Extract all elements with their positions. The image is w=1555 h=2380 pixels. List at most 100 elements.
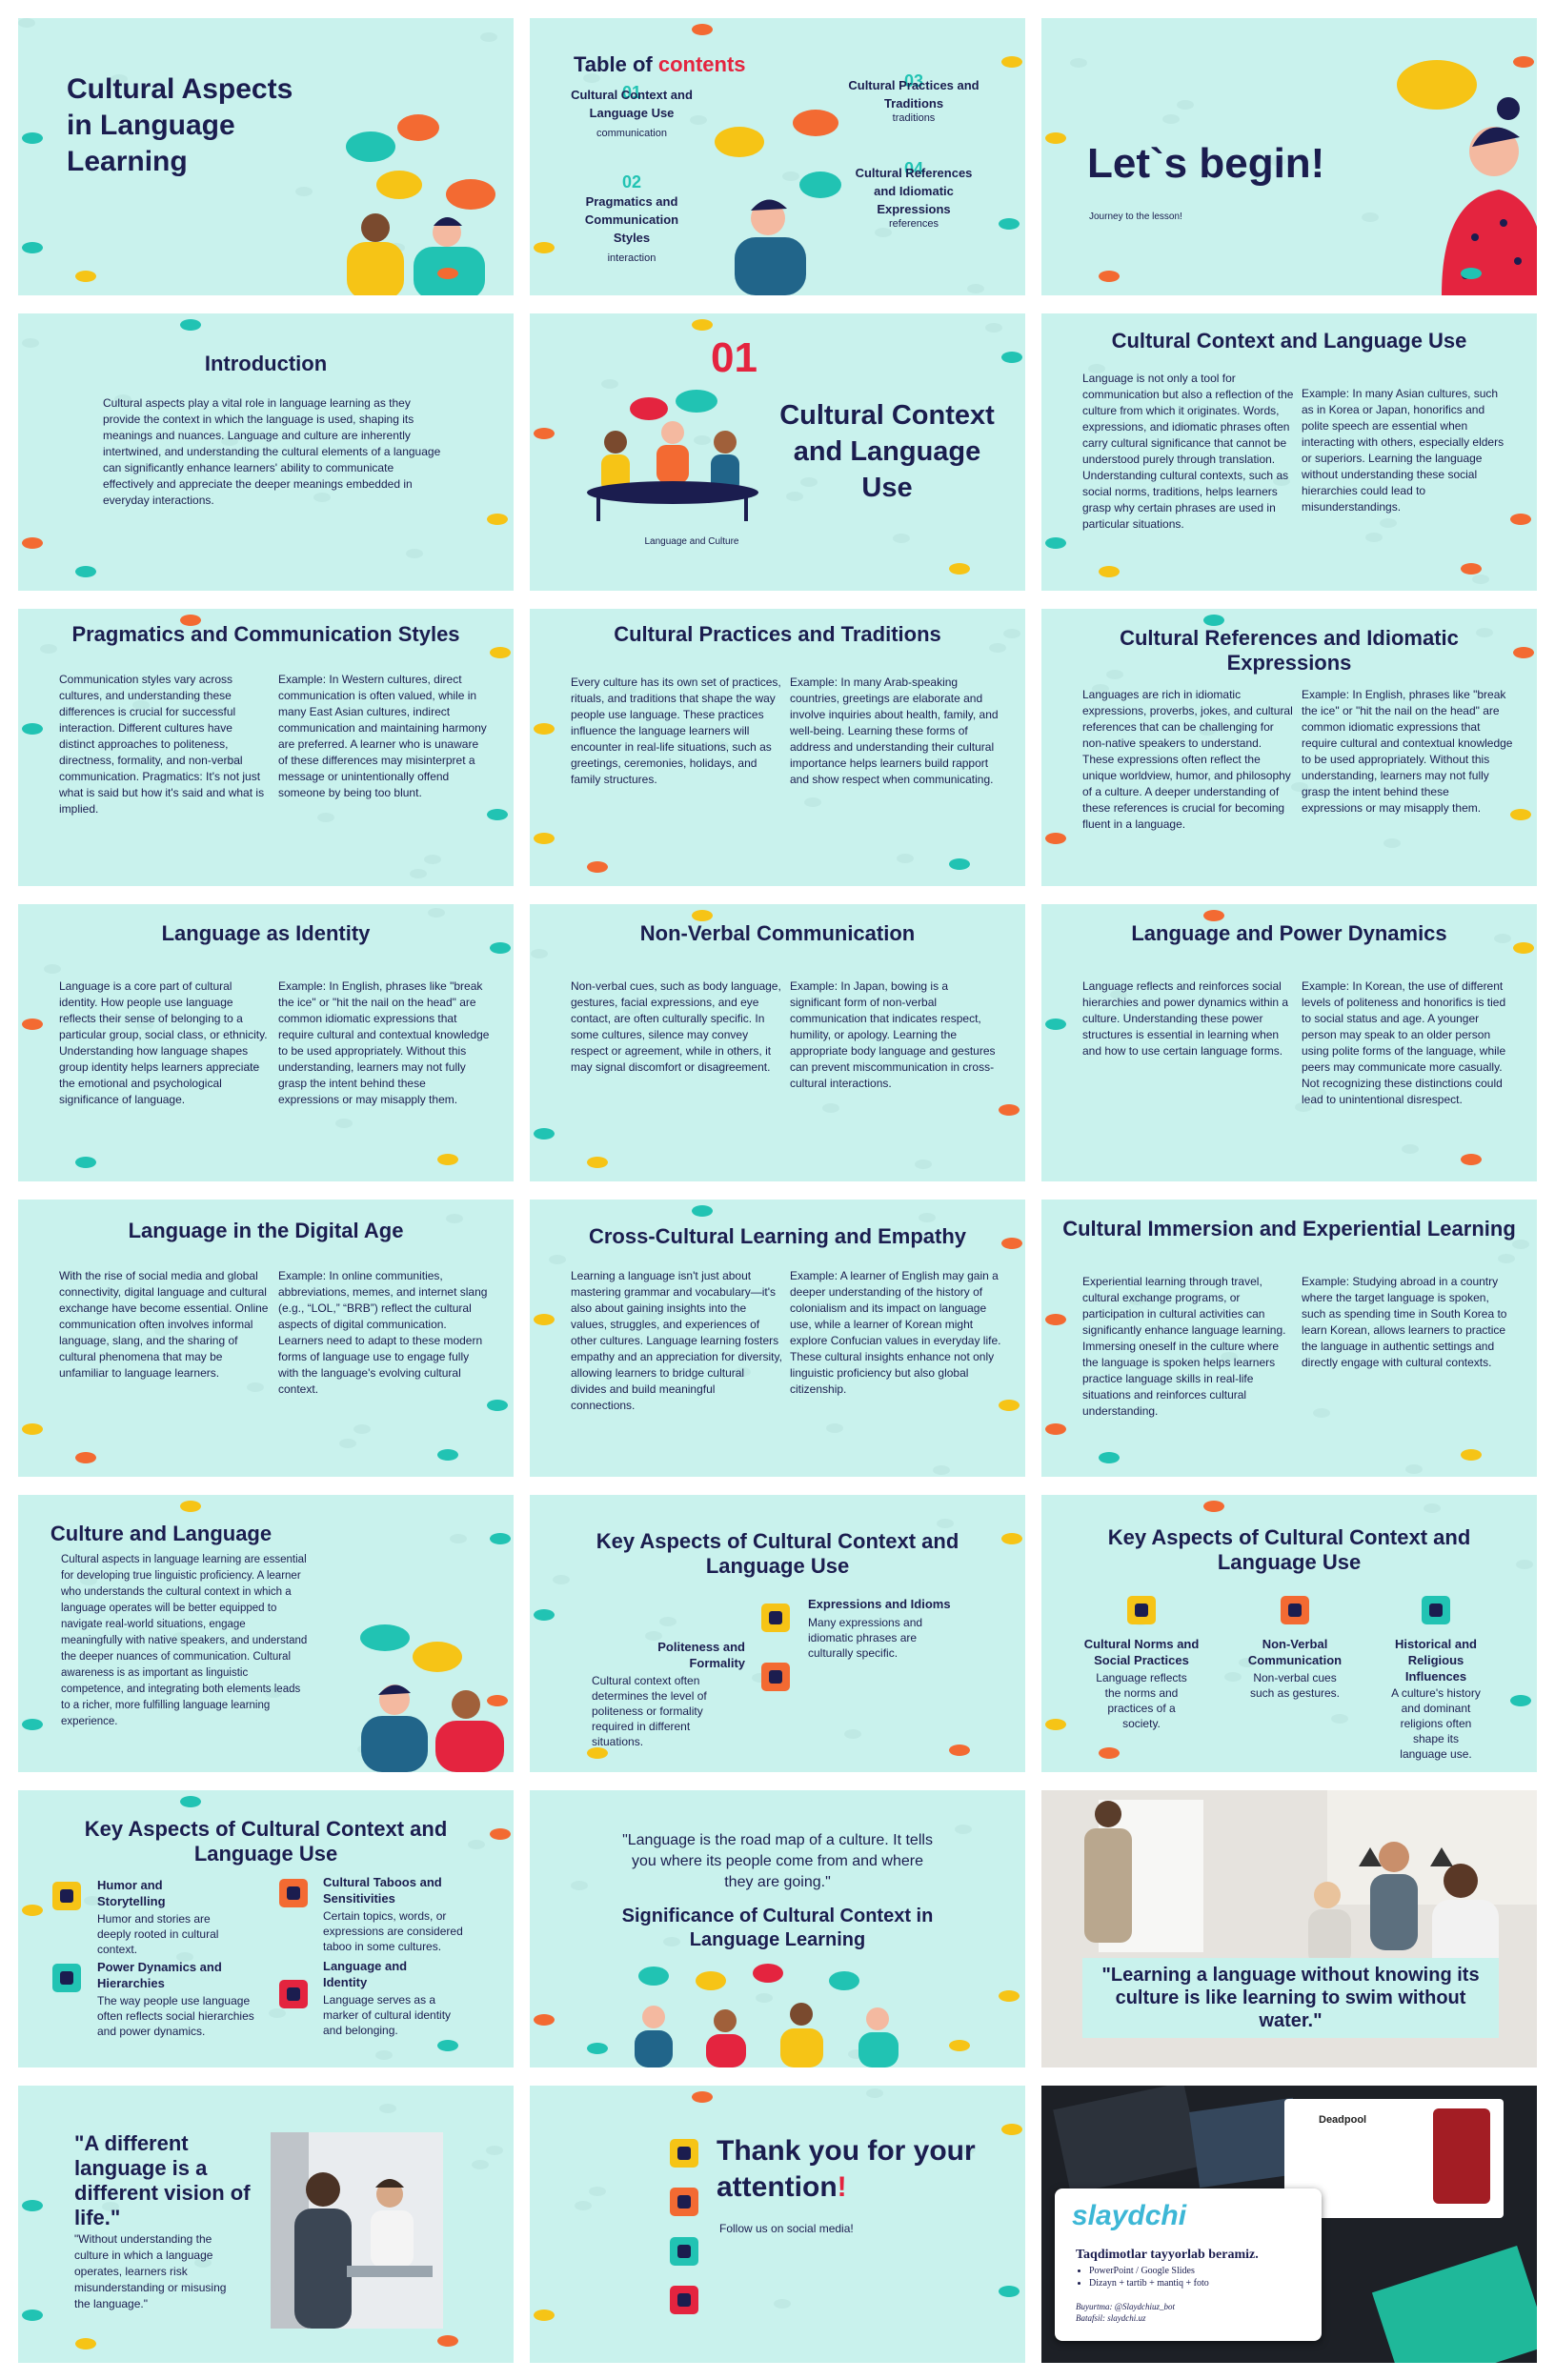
speech-bubble: [1203, 1501, 1224, 1512]
title: Cultural Practices and Traditions: [614, 622, 941, 646]
item-text: The way people use language often reflec…: [97, 1994, 254, 2038]
pattern: [1092, 684, 1109, 694]
pattern: [756, 1993, 773, 2003]
speech-bubble: [22, 537, 43, 549]
speech-bubble: [22, 1019, 43, 1030]
decoration: [1327, 1790, 1537, 1905]
pattern: [933, 1465, 950, 1475]
illustration: [1397, 60, 1537, 295]
decoration: [1308, 1909, 1351, 1967]
speech-bubble: [587, 861, 608, 873]
speech-bubble: [534, 242, 555, 253]
pattern: [641, 1311, 658, 1321]
toc-item: 04 Cultural References and Idiomatic Exp…: [847, 159, 980, 230]
decoration: [735, 237, 806, 295]
pattern: [1224, 1672, 1242, 1682]
icon-social[interactable]: [670, 2139, 698, 2168]
example: Example: In Korean, the use of different…: [1302, 979, 1506, 1106]
pattern: [424, 855, 441, 864]
decoration: [715, 127, 764, 157]
speech-bubble: [587, 1157, 608, 1168]
title: Language and Power Dynamics: [1131, 921, 1447, 945]
speech-bubble: [22, 242, 43, 253]
contact: Buyurtma: @Slaydchiuz_bot: [1076, 2302, 1176, 2311]
slide-two-column: Cultural Context and Language Use Langua…: [1041, 313, 1537, 591]
speech-bubble: [999, 2286, 1020, 2297]
speech-bubble: [487, 1695, 508, 1706]
toc-number: 04: [903, 159, 924, 178]
decoration: [1084, 1828, 1132, 1943]
decoration: [596, 494, 600, 521]
pattern: [1494, 934, 1511, 943]
decoration: [744, 494, 748, 521]
pattern: [1498, 1254, 1515, 1263]
paragraph: Experiential learning through travel, cu…: [1082, 1275, 1286, 1418]
speech-bubble: [1045, 833, 1066, 844]
speech-bubble: [1045, 1719, 1066, 1730]
title: Cultural References and Idiomatic Expres…: [1120, 626, 1459, 675]
speech-bubble: [180, 1796, 201, 1807]
toc-number: 02: [621, 172, 642, 192]
speech-bubble: [1001, 2124, 1022, 2135]
icon: [279, 1980, 308, 2008]
decoration: [60, 1889, 73, 1903]
toc-number: 01: [621, 83, 642, 102]
paragraph: Learning a language isn't just about mas…: [571, 1269, 782, 1412]
pattern: [601, 379, 618, 389]
example: Example: In Western cultures, direct com…: [278, 673, 487, 799]
icon: [279, 1879, 308, 1907]
pattern: [207, 451, 224, 460]
pattern: [955, 1825, 972, 1834]
icon: [1422, 1596, 1450, 1624]
icon-social[interactable]: [670, 2237, 698, 2266]
paragraph: Every culture has its own set of practic…: [571, 676, 781, 786]
decoration: [1095, 1801, 1121, 1827]
pattern: [317, 813, 334, 822]
decoration: [306, 2172, 340, 2207]
pattern: [339, 1439, 356, 1448]
decoration: [1500, 219, 1507, 227]
paragraph: Cultural aspects in language learning ar…: [61, 1554, 308, 1727]
slide-key-aspects: Key Aspects of Cultural Context and Lang…: [1041, 1495, 1537, 1772]
paragraph: Communication styles vary across culture…: [59, 673, 265, 816]
mockup: [1053, 2086, 1202, 2194]
pattern: [985, 323, 1002, 333]
decoration: [799, 171, 841, 198]
pattern: [915, 1160, 932, 1169]
speech-bubble: [1045, 132, 1066, 144]
decoration: [1429, 1603, 1443, 1617]
speech-bubble: [999, 1990, 1020, 2002]
pattern: [897, 854, 914, 863]
icon: [761, 1663, 790, 1691]
contact: Batafsil: slaydchi.uz: [1076, 2313, 1146, 2323]
title: Cultural Immersion and Experiential Lear…: [1062, 1217, 1516, 1240]
decoration: [361, 1716, 428, 1772]
slide-two-column: Cultural Practices and Traditions Every …: [530, 609, 1025, 886]
speech-bubble: [692, 910, 713, 921]
decoration: [446, 179, 495, 210]
icon-social[interactable]: [670, 2286, 698, 2314]
pattern: [1110, 990, 1127, 999]
pattern: [62, 1270, 79, 1280]
decoration: [635, 2030, 673, 2067]
decoration: [751, 199, 787, 211]
speech-bubble: [1461, 1449, 1482, 1461]
decoration: [1288, 1603, 1302, 1617]
icon: [52, 1964, 81, 1992]
decoration: [677, 2147, 691, 2160]
item-title: Humor and Storytelling: [97, 1878, 166, 1908]
item-title: Expressions and Idioms: [808, 1597, 951, 1611]
speech-bubble: [692, 1205, 713, 1217]
slide-title: Cultural Aspects in Language Learning: [18, 18, 514, 295]
mockup: [1371, 2245, 1537, 2363]
speech-bubble: [490, 1533, 511, 1544]
speech-bubble: [1510, 1695, 1531, 1706]
decoration: [1379, 1842, 1409, 1872]
pattern: [734, 1367, 751, 1377]
icon-social[interactable]: [670, 2188, 698, 2216]
decoration: [360, 1624, 410, 1651]
pattern: [1472, 575, 1489, 584]
decoration: [1359, 1847, 1382, 1866]
pattern: [804, 797, 821, 807]
